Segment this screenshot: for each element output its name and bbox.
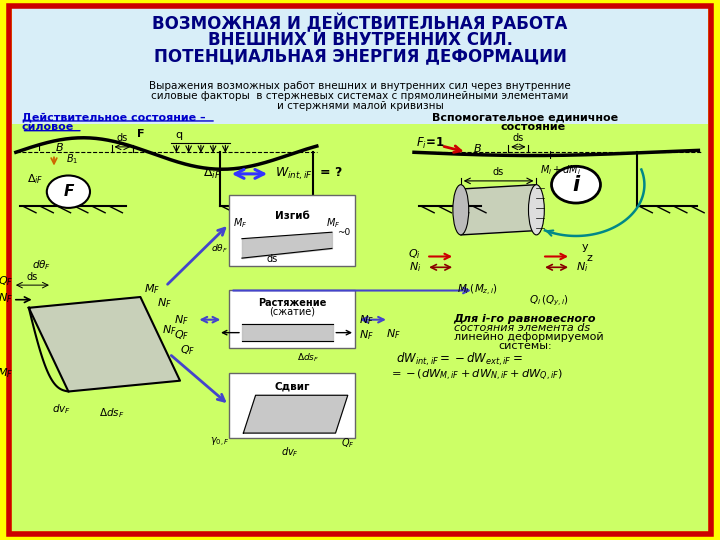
- Bar: [12, 124, 708, 531]
- Text: ВНЕШНИХ И ВНУТРЕННИХ СИЛ.: ВНЕШНИХ И ВНУТРЕННИХ СИЛ.: [207, 31, 513, 49]
- Text: $N_i$: $N_i$: [576, 260, 588, 274]
- Text: Вспомогательное единичное: Вспомогательное единичное: [432, 113, 618, 123]
- Text: (сжатие): (сжатие): [269, 306, 315, 316]
- Text: $M_F$: $M_F$: [0, 366, 13, 380]
- Text: $\Delta_{iF}$: $\Delta_{iF}$: [203, 166, 222, 181]
- Text: $M_F$: $M_F$: [233, 217, 247, 231]
- Text: $M_i\,(M_{z,i})$: $M_i\,(M_{z,i})$: [457, 283, 498, 298]
- Text: $B_1$: $B_1$: [66, 152, 78, 166]
- Text: $Q_F$: $Q_F$: [0, 274, 13, 288]
- Text: B: B: [55, 143, 63, 153]
- Text: $d\theta_F$: $d\theta_F$: [210, 242, 228, 255]
- Text: ВОЗМОЖНАЯ И ДЕЙСТВИТЕЛЬНАЯ РАБОТА: ВОЗМОЖНАЯ И ДЕЙСТВИТЕЛЬНАЯ РАБОТА: [153, 14, 567, 33]
- Text: $\Delta ds_F$: $\Delta ds_F$: [297, 351, 319, 363]
- Text: ds: ds: [513, 133, 524, 143]
- Ellipse shape: [528, 185, 544, 235]
- Polygon shape: [29, 297, 180, 391]
- Text: i: i: [572, 174, 580, 195]
- Text: $N_F$: $N_F$: [359, 313, 374, 327]
- Text: состояния элемента ds: состояния элемента ds: [454, 323, 590, 333]
- Text: $N_F$: $N_F$: [359, 328, 374, 342]
- Text: Для i-го равновесного: Для i-го равновесного: [454, 314, 596, 323]
- Text: $dv_F$: $dv_F$: [52, 402, 71, 416]
- Text: Действительное состояние –: Действительное состояние –: [22, 113, 205, 123]
- Text: Выражения возможных работ внешних и внутренних сил через внутренние: Выражения возможных работ внешних и внут…: [149, 82, 571, 91]
- Text: Сдвиг: Сдвиг: [274, 382, 310, 392]
- Text: $\Delta_{iF}$: $\Delta_{iF}$: [27, 172, 44, 186]
- Text: ds: ds: [266, 254, 278, 264]
- Text: $Q_F$: $Q_F$: [341, 436, 354, 450]
- Bar: [229, 373, 355, 438]
- Text: $N_i$: $N_i$: [409, 260, 421, 274]
- Text: $Q_F$: $Q_F$: [180, 343, 195, 357]
- Text: $W_{int,iF}$  = ?: $W_{int,iF}$ = ?: [275, 166, 343, 182]
- Text: i: i: [38, 143, 41, 153]
- Text: $M_i+dM_i$: $M_i+dM_i$: [540, 163, 581, 177]
- Text: z: z: [587, 253, 593, 263]
- Text: $N_F$: $N_F$: [174, 313, 189, 327]
- Text: $N_F$: $N_F$: [0, 291, 13, 305]
- Text: и стержнями малой кривизны: и стержнями малой кривизны: [276, 101, 444, 111]
- Text: $dW_{int,iF} = -dW_{ext,iF} =$: $dW_{int,iF} = -dW_{ext,iF} =$: [396, 351, 523, 368]
- Circle shape: [47, 176, 90, 208]
- Text: системы:: системы:: [498, 341, 552, 351]
- Text: $\gamma_{0,F}$: $\gamma_{0,F}$: [210, 436, 230, 449]
- Bar: [229, 195, 355, 266]
- Text: $d\theta_F$: $d\theta_F$: [32, 258, 51, 272]
- Text: F: F: [137, 129, 144, 139]
- Text: ПОТЕНЦИАЛЬНАЯ ЭНЕРГИЯ ДЕФОРМАЦИИ: ПОТЕНЦИАЛЬНАЯ ЭНЕРГИЯ ДЕФОРМАЦИИ: [153, 48, 567, 66]
- Text: $Q_i$: $Q_i$: [408, 247, 421, 261]
- Text: $\Delta ds_F$: $\Delta ds_F$: [99, 406, 125, 420]
- Text: $M_F$: $M_F$: [144, 282, 160, 296]
- Text: $dv_F$: $dv_F$: [282, 445, 299, 459]
- Bar: [229, 290, 355, 348]
- Text: ds: ds: [493, 167, 504, 177]
- Text: $M_F$: $M_F$: [326, 217, 341, 231]
- Circle shape: [552, 166, 600, 203]
- Text: $N_F$: $N_F$: [162, 323, 177, 338]
- Text: $N_F$: $N_F$: [157, 296, 172, 310]
- Text: $= -(dW_{M,iF}+dW_{N,iF}+dW_{Q,iF})$: $= -(dW_{M,iF}+dW_{N,iF}+dW_{Q,iF})$: [389, 368, 562, 383]
- Text: состояние: состояние: [500, 123, 565, 132]
- Text: i: i: [549, 151, 552, 160]
- Text: Изгиб: Изгиб: [275, 211, 310, 221]
- Text: $Q_i\,(Q_{y,i})$: $Q_i\,(Q_{y,i})$: [529, 294, 569, 308]
- Text: линейно деформируемой: линейно деформируемой: [454, 332, 603, 342]
- Bar: [12, 8, 708, 124]
- Text: y: y: [582, 242, 588, 252]
- Text: q: q: [175, 130, 182, 140]
- Ellipse shape: [453, 185, 469, 235]
- Text: ds: ds: [27, 272, 38, 282]
- Text: ~0: ~0: [337, 228, 350, 237]
- Text: $Q_F$: $Q_F$: [174, 328, 189, 342]
- Text: силовое: силовое: [22, 123, 74, 132]
- Polygon shape: [243, 395, 348, 433]
- Polygon shape: [461, 185, 536, 235]
- Text: ds: ds: [117, 133, 128, 143]
- Text: F: F: [63, 184, 73, 199]
- Text: $N_F$: $N_F$: [386, 327, 401, 341]
- Text: Растяжение: Растяжение: [258, 299, 326, 308]
- Text: силовые факторы  в стержневых системах с прямолинейными элементами: силовые факторы в стержневых системах с …: [151, 91, 569, 101]
- Text: $F_i$=1: $F_i$=1: [416, 136, 445, 151]
- Text: B: B: [474, 144, 481, 153]
